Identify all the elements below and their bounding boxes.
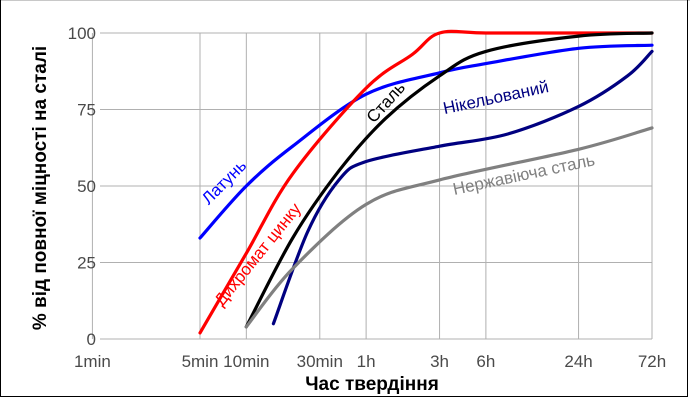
series-stainless-steel-line (244, 126, 654, 329)
y-axis-title: % від повної міцності на сталі (30, 46, 51, 330)
y-tick-label: 25 (77, 254, 96, 273)
x-axis-title: Час твердіння (305, 374, 439, 395)
series-zinc-dichromate-line (198, 29, 654, 335)
label-brass: Латунь (198, 156, 250, 208)
y-tick-label: 75 (77, 101, 96, 120)
x-tick-label: 30min (297, 352, 343, 371)
y-tick-label: 50 (77, 177, 96, 196)
series-brass-line (198, 43, 654, 240)
top-border (0, 0, 690, 1)
label-nickel-plated: Нікельований (441, 77, 550, 118)
series-steel-line (244, 31, 654, 329)
x-tick-label: 72h (638, 352, 666, 371)
x-tick-label: 3h (430, 352, 449, 371)
x-tick-label: 6h (476, 352, 495, 371)
x-tick-label: 10min (223, 352, 269, 371)
x-tick-label: 5min (182, 352, 219, 371)
series-nickel-plated-line (271, 49, 654, 326)
x-tick-label: 1min (74, 352, 111, 371)
x-tick-label: 24h (564, 352, 592, 371)
y-tick-label: 100 (68, 24, 96, 43)
y-tick-label: 0 (87, 330, 96, 349)
x-tick-label: 1h (357, 352, 376, 371)
label-zinc-dichromate: Дихромат цинку (211, 199, 306, 310)
label-stainless-steel: Нержавіюча сталь (451, 150, 596, 199)
